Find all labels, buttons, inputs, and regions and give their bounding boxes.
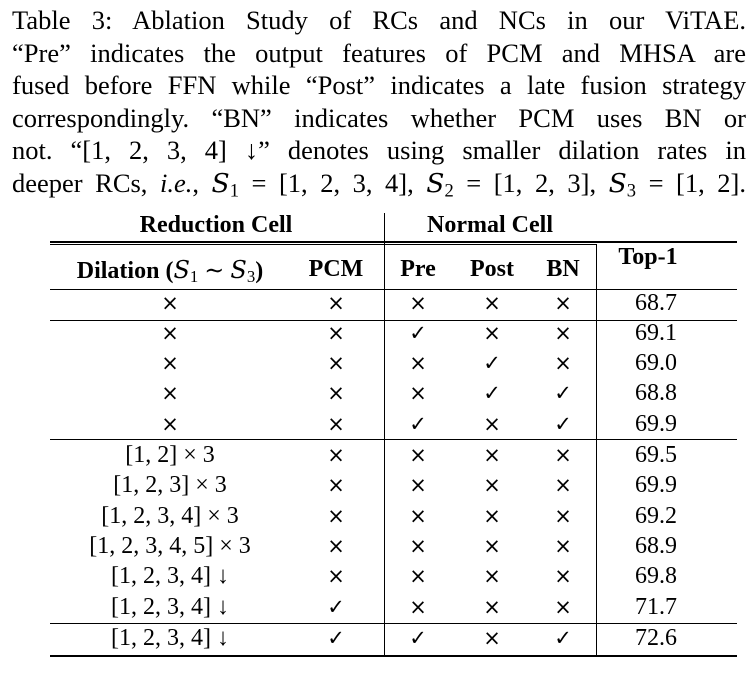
cell-pre: × — [409, 381, 427, 405]
cell-pre: ✓ — [409, 412, 427, 436]
cell-post: × — [483, 626, 501, 650]
cell-top1: 69.9 — [635, 472, 677, 498]
cell-pcm: × — [327, 473, 345, 497]
header-mid-rule — [50, 244, 596, 245]
cell-pcm: ✓ — [327, 595, 345, 619]
cell-pre: × — [409, 291, 427, 315]
cell-top1: 68.8 — [635, 380, 677, 406]
cell-top1: 69.1 — [635, 320, 677, 346]
cell-pre: × — [409, 473, 427, 497]
header-pre: Pre — [400, 256, 436, 282]
cell-post: × — [483, 504, 501, 528]
cell-dilation: [1, 2, 3, 4] ↓ — [111, 563, 229, 589]
cell-bn: × — [554, 595, 572, 619]
cell-dilation: × — [161, 412, 179, 436]
caption-line: not. “[1, 2, 3, 4] ↓” denotes using smal… — [12, 135, 746, 166]
group-rule-3 — [50, 623, 737, 625]
cell-pcm: × — [327, 381, 345, 405]
table-bottom-rule — [50, 655, 737, 657]
cell-bn: ✓ — [554, 412, 572, 436]
cell-dilation: × — [161, 321, 179, 345]
cell-pre: × — [409, 534, 427, 558]
cell-dilation: × — [161, 381, 179, 405]
caption-line: correspondingly. “BN” indicates whether … — [12, 102, 746, 133]
group-rule-1 — [50, 320, 737, 322]
cell-top1: 69.0 — [635, 350, 677, 376]
cell-bn: ✓ — [554, 626, 572, 650]
header-top1: Top-1 — [618, 244, 678, 270]
cell-bn: ✓ — [554, 381, 572, 405]
cell-top1: 69.9 — [635, 411, 677, 437]
group-rule-2 — [50, 439, 737, 441]
cell-pcm: × — [327, 351, 345, 375]
cell-pcm: × — [327, 564, 345, 588]
cell-top1: 71.7 — [635, 594, 677, 620]
cell-pre: ✓ — [409, 321, 427, 345]
table-top-rule — [50, 241, 737, 243]
cell-post: × — [483, 291, 501, 315]
cell-dilation: [1, 2, 3, 4] ↓ — [111, 625, 229, 651]
cell-top1: 72.6 — [635, 625, 677, 651]
header-reduction-cell: Reduction Cell — [139, 212, 293, 238]
vrule-normal-cell — [384, 213, 386, 655]
cell-top1: 68.7 — [635, 290, 677, 316]
cell-pcm: × — [327, 443, 345, 467]
cell-post: × — [483, 534, 501, 558]
cell-pre: × — [409, 564, 427, 588]
cell-dilation: × — [161, 291, 179, 315]
cell-post: × — [483, 473, 501, 497]
cell-bn: × — [554, 564, 572, 588]
cell-pre: × — [409, 595, 427, 619]
cell-dilation: [1, 2] × 3 — [125, 442, 215, 468]
header-normal-cell: Normal Cell — [427, 212, 553, 238]
cell-dilation: × — [161, 351, 179, 375]
header-post: Post — [470, 256, 514, 282]
vrule-top1 — [596, 244, 598, 655]
cell-post: × — [483, 443, 501, 467]
header-bottom-rule — [50, 289, 737, 291]
cell-bn: × — [554, 443, 572, 467]
cell-bn: × — [554, 291, 572, 315]
cell-pre: ✓ — [409, 626, 427, 650]
cell-pcm: × — [327, 412, 345, 436]
header-dilation: Dilation (S1 ∼ S3) — [76, 256, 264, 287]
cell-dilation: [1, 2, 3, 4, 5] × 3 — [89, 533, 251, 559]
cell-top1: 69.5 — [635, 442, 677, 468]
cell-pre: × — [409, 351, 427, 375]
cell-post: × — [483, 595, 501, 619]
cell-top1: 69.2 — [635, 503, 677, 529]
cell-post: × — [483, 564, 501, 588]
cell-bn: × — [554, 534, 572, 558]
cell-dilation: [1, 2, 3, 4] ↓ — [111, 594, 229, 620]
cell-top1: 69.8 — [635, 563, 677, 589]
caption-line: fused before FFN while “Post” indicates … — [12, 70, 746, 101]
caption-line: “Pre” indicates the output features of P… — [12, 37, 746, 68]
cell-pcm: ✓ — [327, 626, 345, 650]
cell-bn: × — [554, 351, 572, 375]
cell-post: × — [483, 412, 501, 436]
cell-pcm: × — [327, 291, 345, 315]
cell-top1: 68.9 — [635, 533, 677, 559]
caption-line: Table 3: Ablation Study of RCs and NCs i… — [12, 5, 746, 35]
cell-pcm: × — [327, 321, 345, 345]
caption-line-last: deeper RCs, i.e., S1 = [1, 2, 3, 4], S2 … — [12, 167, 746, 202]
cell-post: × — [483, 321, 501, 345]
cell-bn: × — [554, 321, 572, 345]
cell-post: ✓ — [483, 351, 501, 375]
cell-dilation: [1, 2, 3, 4] × 3 — [101, 503, 239, 529]
cell-bn: × — [554, 504, 572, 528]
cell-dilation: [1, 2, 3] × 3 — [113, 472, 227, 498]
cell-bn: × — [554, 473, 572, 497]
cell-post: ✓ — [483, 381, 501, 405]
header-pcm: PCM — [308, 256, 364, 282]
cell-pre: × — [409, 443, 427, 467]
cell-pcm: × — [327, 534, 345, 558]
header-bn: BN — [546, 256, 580, 282]
table-caption: Table 3: Ablation Study of RCs and NCs i… — [12, 4, 746, 201]
cell-pcm: × — [327, 504, 345, 528]
cell-pre: × — [409, 504, 427, 528]
